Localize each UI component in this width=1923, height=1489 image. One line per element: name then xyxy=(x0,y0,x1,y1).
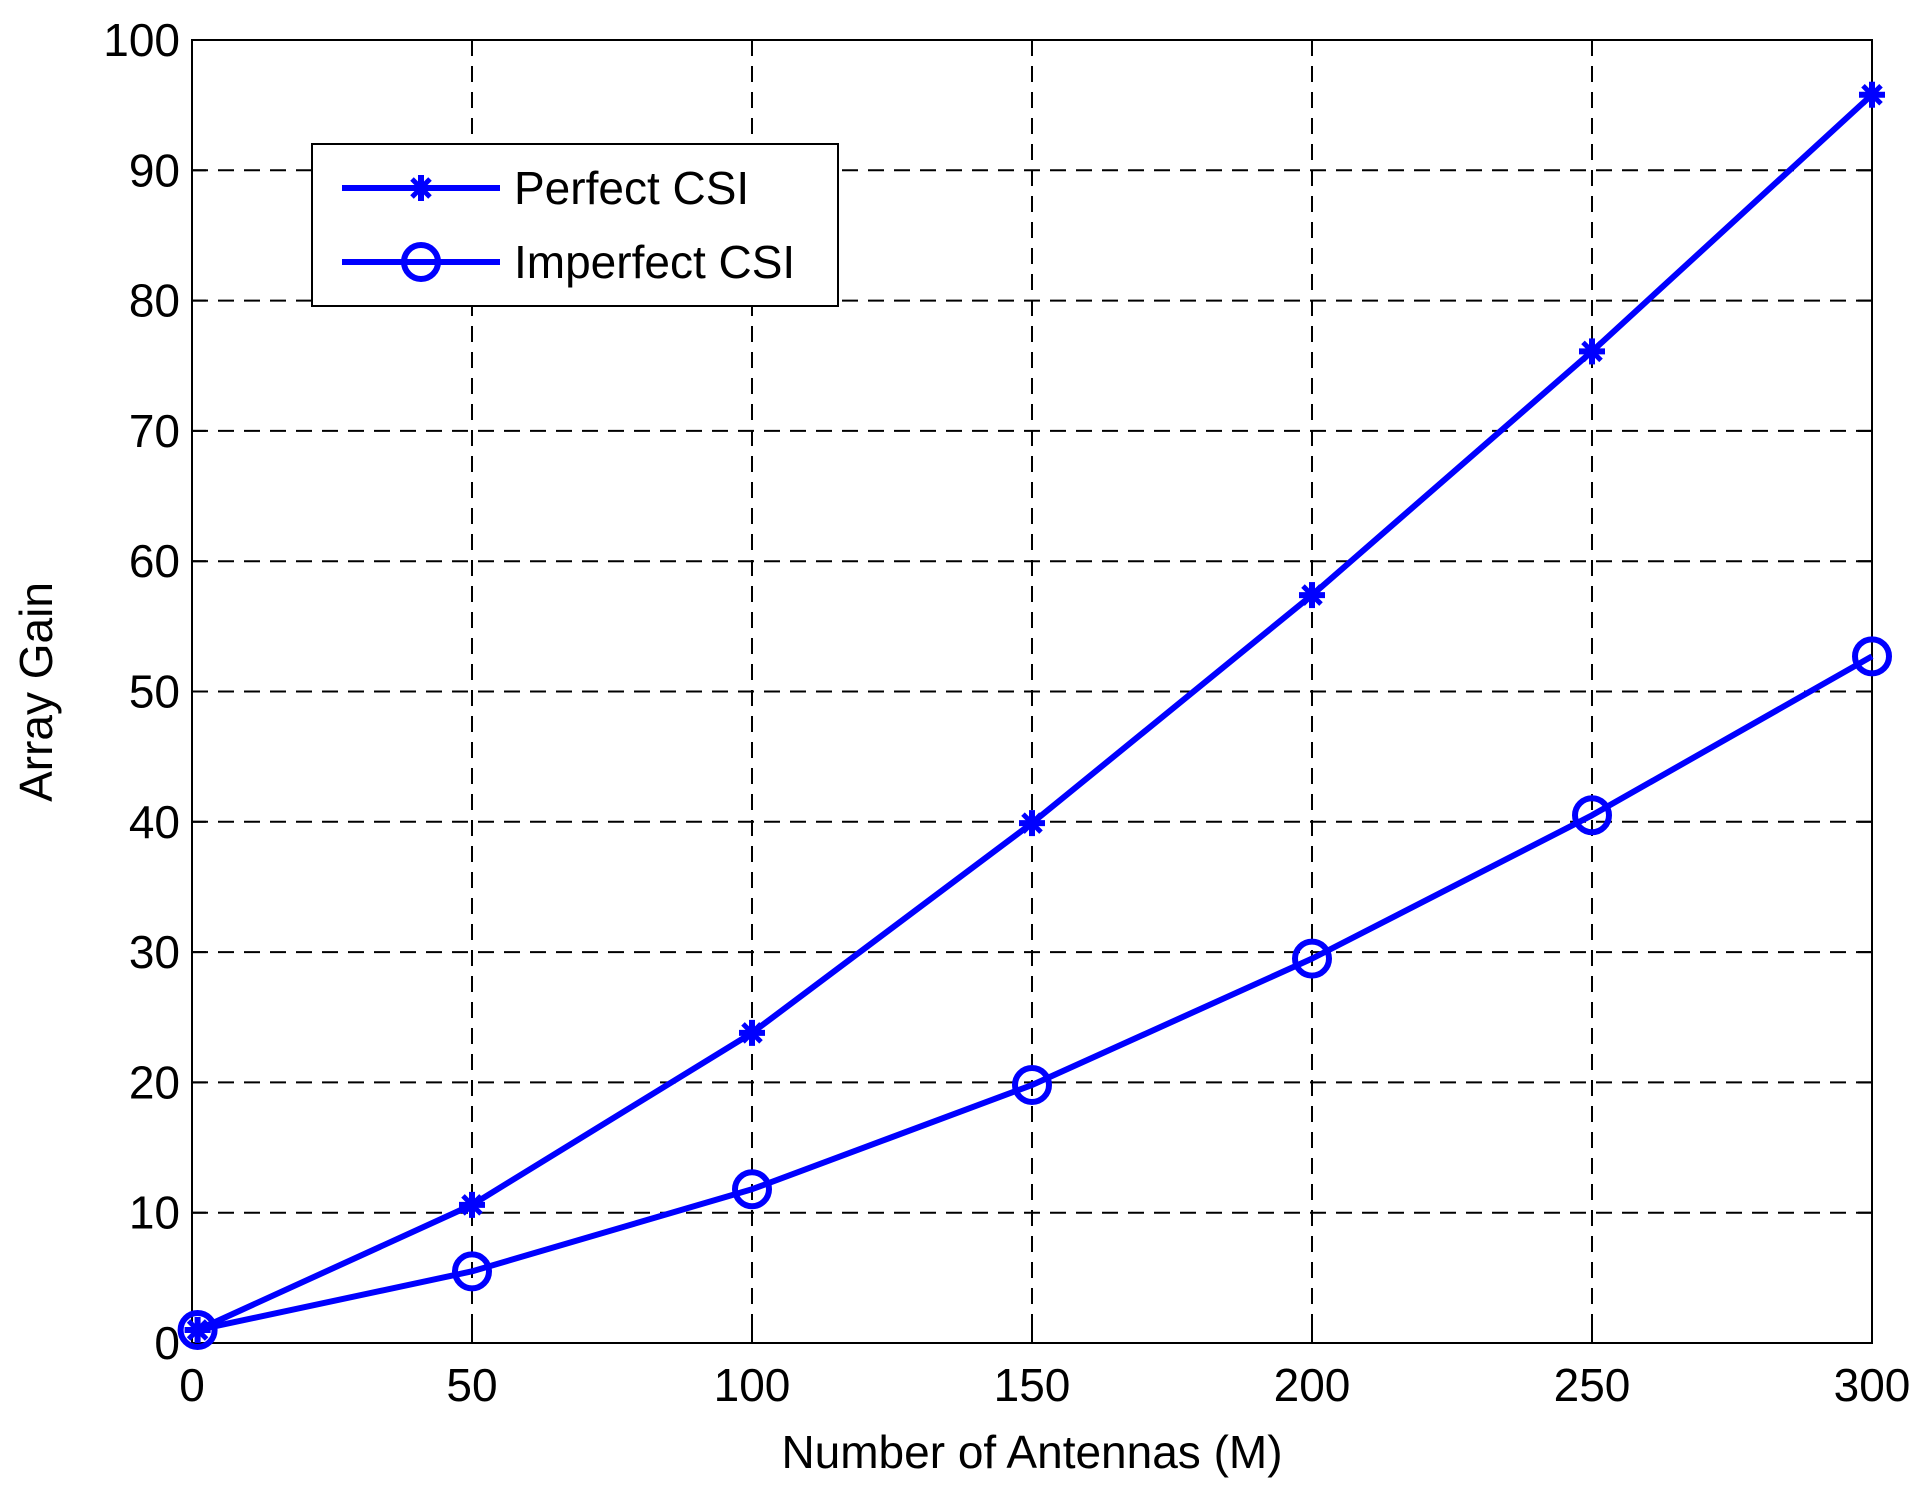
legend: Perfect CSI Imperfect CSI xyxy=(311,143,839,307)
x-tick-label: 150 xyxy=(994,1359,1071,1411)
x-tick-label: 50 xyxy=(446,1359,497,1411)
data-point-circle xyxy=(1012,1065,1052,1106)
data-point-circle xyxy=(732,1169,772,1210)
x-tick-label: 200 xyxy=(1274,1359,1351,1411)
y-tick-label: 90 xyxy=(129,144,180,196)
data-point-star xyxy=(1019,810,1045,837)
x-tick-label: 300 xyxy=(1834,1359,1911,1411)
x-tick-label: 0 xyxy=(179,1359,205,1411)
data-point-circle xyxy=(1292,938,1332,979)
x-tick-label: 250 xyxy=(1554,1359,1631,1411)
y-axis-label: Array Gain xyxy=(10,582,62,802)
axis-ticks: 0 50 100 150 200 250 300 0 10 20 30 40 50 60 70 80 90 100 xyxy=(103,14,1910,1411)
y-tick-label: 20 xyxy=(129,1056,180,1108)
y-tick-label: 40 xyxy=(129,796,180,848)
data-point-circle xyxy=(1572,795,1612,836)
legend-box xyxy=(311,143,839,307)
y-tick-label: 100 xyxy=(103,14,180,66)
y-tick-label: 80 xyxy=(129,275,180,327)
data-point-star xyxy=(1579,338,1605,365)
x-tick-label: 100 xyxy=(714,1359,791,1411)
legend-marker-star xyxy=(408,175,434,201)
legend-marker-circle xyxy=(401,242,441,282)
data-point-star xyxy=(459,1191,485,1218)
series-line-1 xyxy=(196,653,1874,1333)
y-tick-label: 50 xyxy=(129,666,180,718)
data-point-star xyxy=(739,1019,765,1046)
y-tick-label: 10 xyxy=(129,1187,180,1239)
y-tick-label: 30 xyxy=(129,926,180,978)
data-point-star xyxy=(1859,81,1885,108)
data-point-circle xyxy=(177,1309,218,1350)
data-point-circle xyxy=(1852,636,1892,677)
data-point-star xyxy=(1299,582,1325,609)
y-tick-label: 60 xyxy=(129,535,180,587)
legend-label: Perfect CSI xyxy=(514,162,749,214)
data-point-circle xyxy=(452,1251,492,1292)
y-tick-label: 70 xyxy=(129,405,180,457)
y-tick-label: 0 xyxy=(154,1317,180,1369)
series-lines xyxy=(177,81,1892,1350)
legend-label: Imperfect CSI xyxy=(514,236,795,288)
x-axis-label: Number of Antennas (M) xyxy=(781,1426,1282,1478)
